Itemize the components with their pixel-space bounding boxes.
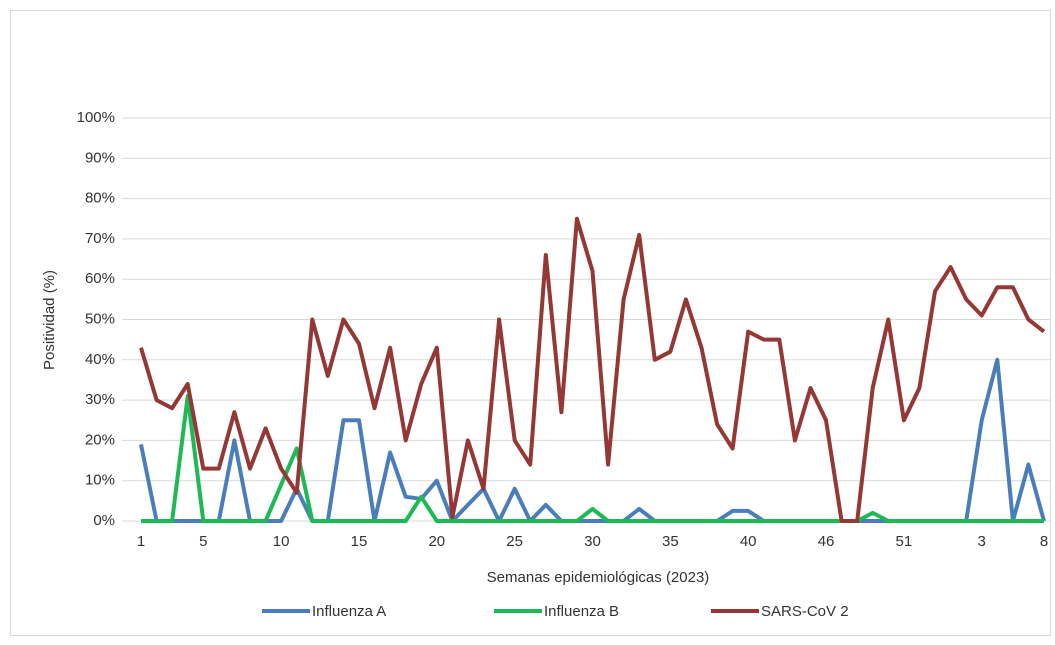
x-tick-label: 20 [428, 533, 445, 550]
x-tick-label: 15 [351, 533, 368, 550]
x-tick-label: 46 [818, 533, 835, 550]
y-tick-label: 100% [77, 109, 115, 126]
x-tick-label: 5 [199, 533, 207, 550]
series-line [141, 394, 1044, 523]
y-tick-label: 0% [93, 512, 115, 529]
x-tick-label: 1 [137, 533, 145, 550]
y-axis-title: Positividad (%) [41, 270, 58, 370]
y-tick-label: 30% [85, 391, 115, 408]
x-tick-label: 10 [273, 533, 290, 550]
x-tick-label: 40 [740, 533, 757, 550]
legend-label: Influenza B [544, 603, 619, 620]
y-tick-label: 80% [85, 190, 115, 207]
x-tick-label: 25 [506, 533, 523, 550]
y-tick-label: 90% [85, 149, 115, 166]
x-tick-label: 3 [978, 533, 986, 550]
x-tick-label: 30 [584, 533, 601, 550]
y-tick-label: 20% [85, 431, 115, 448]
y-tick-label: 10% [85, 472, 115, 489]
chart-frame [10, 10, 1051, 636]
legend-label: SARS-CoV 2 [761, 603, 849, 620]
legend-label: Influenza A [312, 603, 386, 620]
x-tick-label: 51 [896, 533, 913, 550]
y-tick-label: 60% [85, 270, 115, 287]
y-tick-label: 50% [85, 310, 115, 327]
y-tick-label: 40% [85, 351, 115, 368]
x-axis-title: Semanas epidemiológicas (2023) [487, 569, 710, 586]
x-tick-label: 8 [1040, 533, 1048, 550]
x-tick-label: 35 [662, 533, 679, 550]
series-line [139, 216, 1046, 523]
y-tick-label: 70% [85, 230, 115, 247]
